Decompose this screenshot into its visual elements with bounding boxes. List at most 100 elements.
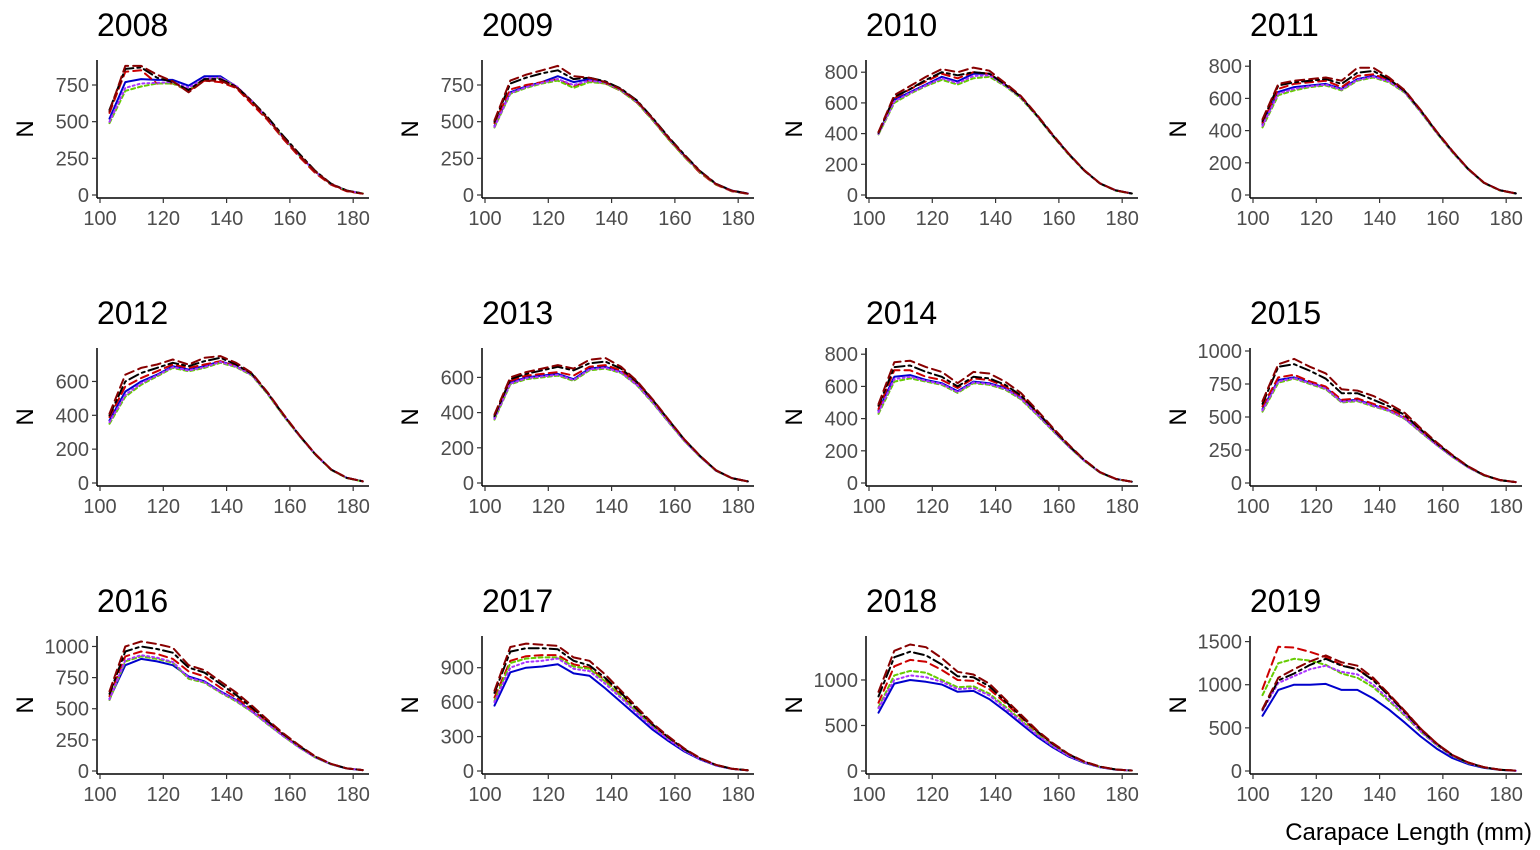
- y-tick-label: 300: [441, 727, 474, 749]
- series-line-4: [493, 78, 749, 195]
- x-tick-label: 160: [658, 784, 691, 806]
- x-tick-label: 160: [273, 208, 306, 230]
- series-line-5: [877, 364, 1133, 483]
- x-tick-label: 140: [1363, 784, 1396, 806]
- x-tick-label: 140: [210, 208, 243, 230]
- panel-title: 2009: [482, 7, 553, 43]
- y-axis-title: N: [397, 696, 424, 713]
- panel-2009: 2009 N 0 250 500 750 100 120 140 160 180: [397, 7, 755, 230]
- y-tick-label: 400: [825, 124, 858, 146]
- x-tick-label: 180: [1489, 784, 1522, 806]
- y-tick-label: 1000: [814, 670, 859, 692]
- y-tick-label: 750: [56, 75, 89, 97]
- x-tick-label: 140: [210, 496, 243, 518]
- panel-title: 2011: [1250, 7, 1319, 43]
- y-axis-title: N: [1165, 408, 1192, 425]
- y-tick-label: 900: [441, 658, 474, 680]
- series-line-3: [108, 76, 364, 195]
- x-tick-label: 140: [595, 496, 628, 518]
- panel-title: 2010: [866, 7, 937, 43]
- series-line-6: [877, 643, 1133, 772]
- series-line-6: [877, 66, 1133, 195]
- y-tick-label: 200: [441, 438, 474, 460]
- x-tick-label: 160: [1042, 208, 1075, 230]
- series-line-4: [108, 76, 364, 195]
- series-line-3: [493, 656, 749, 772]
- y-tick-label: 1000: [1198, 675, 1243, 697]
- x-tick-label: 140: [979, 784, 1012, 806]
- y-tick-label: 800: [825, 62, 858, 84]
- y-axis-title: N: [12, 696, 39, 713]
- y-tick-label: 250: [1209, 440, 1242, 462]
- y-tick-label: 0: [463, 473, 474, 495]
- x-tick-label: 180: [1105, 784, 1138, 806]
- y-tick-label: 1000: [45, 636, 90, 658]
- series-line-2: [877, 369, 1133, 483]
- panel-2016: 2016 N 0 250 500 750 1000 100 120 140 160 180: [12, 583, 370, 806]
- x-tick-label: 120: [1300, 496, 1333, 518]
- y-tick-label: 600: [825, 93, 858, 115]
- panel-title: 2016: [97, 583, 168, 619]
- x-tick-label: 160: [273, 496, 306, 518]
- x-tick-label: 120: [532, 496, 565, 518]
- x-tick-label: 120: [147, 208, 180, 230]
- series-line-1: [493, 75, 749, 195]
- y-tick-label: 500: [441, 112, 474, 134]
- panel-title: 2012: [97, 295, 168, 331]
- x-tick-label: 180: [336, 496, 369, 518]
- series-line-5: [877, 71, 1133, 195]
- x-tick-label: 180: [336, 784, 369, 806]
- panel-2013: 2013 N 0 200 400 600 100 120 140 160 180: [397, 295, 755, 518]
- y-tick-label: 750: [441, 75, 474, 97]
- x-tick-label: 120: [147, 496, 180, 518]
- y-tick-label: 0: [847, 761, 858, 783]
- y-tick-label: 0: [463, 185, 474, 207]
- panel-2014: 2014 N 0 200 400 600 800 100 120 140 160 180: [781, 295, 1139, 518]
- x-tick-label: 140: [1363, 208, 1396, 230]
- series-line-6: [1261, 357, 1517, 484]
- series-line-6: [877, 359, 1133, 483]
- y-tick-label: 600: [1209, 88, 1242, 110]
- panel-2008: 2008 N 0 250 500 750 100 120 140 160 180: [12, 7, 370, 230]
- y-tick-label: 1500: [1198, 632, 1243, 654]
- y-tick-label: 800: [825, 344, 858, 366]
- y-tick-label: 500: [825, 715, 858, 737]
- x-tick-label: 100: [83, 496, 116, 518]
- series-line-3: [108, 655, 364, 772]
- x-tick-label: 160: [1426, 208, 1459, 230]
- series-line-3: [1261, 377, 1517, 484]
- y-tick-label: 750: [1209, 374, 1242, 396]
- x-tick-label: 140: [979, 496, 1012, 518]
- y-tick-label: 200: [825, 441, 858, 463]
- y-tick-label: 0: [463, 761, 474, 783]
- y-axis-title: N: [12, 408, 39, 425]
- x-tick-label: 160: [273, 784, 306, 806]
- series-line-2: [1261, 373, 1517, 484]
- series-line-6: [108, 64, 364, 195]
- x-tick-label: 160: [658, 496, 691, 518]
- y-tick-label: 250: [56, 148, 89, 170]
- series-line-4: [877, 74, 1133, 195]
- y-tick-label: 600: [441, 367, 474, 389]
- x-tick-label: 160: [658, 208, 691, 230]
- y-tick-label: 0: [78, 473, 89, 495]
- series-line-6: [493, 642, 749, 772]
- y-tick-label: 0: [847, 185, 858, 207]
- y-tick-label: 1000: [1198, 341, 1243, 363]
- panel-title: 2013: [482, 295, 553, 331]
- y-axis-title: N: [397, 408, 424, 425]
- x-tick-label: 100: [468, 208, 501, 230]
- series-line-5: [108, 645, 364, 772]
- series-line-4: [108, 654, 364, 772]
- series-line-3: [493, 79, 749, 195]
- x-tick-label: 180: [336, 208, 369, 230]
- y-tick-label: 0: [78, 185, 89, 207]
- series-line-1: [1261, 376, 1517, 484]
- series-line-2: [493, 654, 749, 772]
- series-line-6: [493, 357, 749, 483]
- panel-2012: 2012 N 0 200 400 600 100 120 140 160 180: [12, 295, 370, 518]
- series-line-6: [493, 64, 749, 195]
- x-tick-label: 100: [468, 496, 501, 518]
- x-tick-label: 180: [721, 784, 754, 806]
